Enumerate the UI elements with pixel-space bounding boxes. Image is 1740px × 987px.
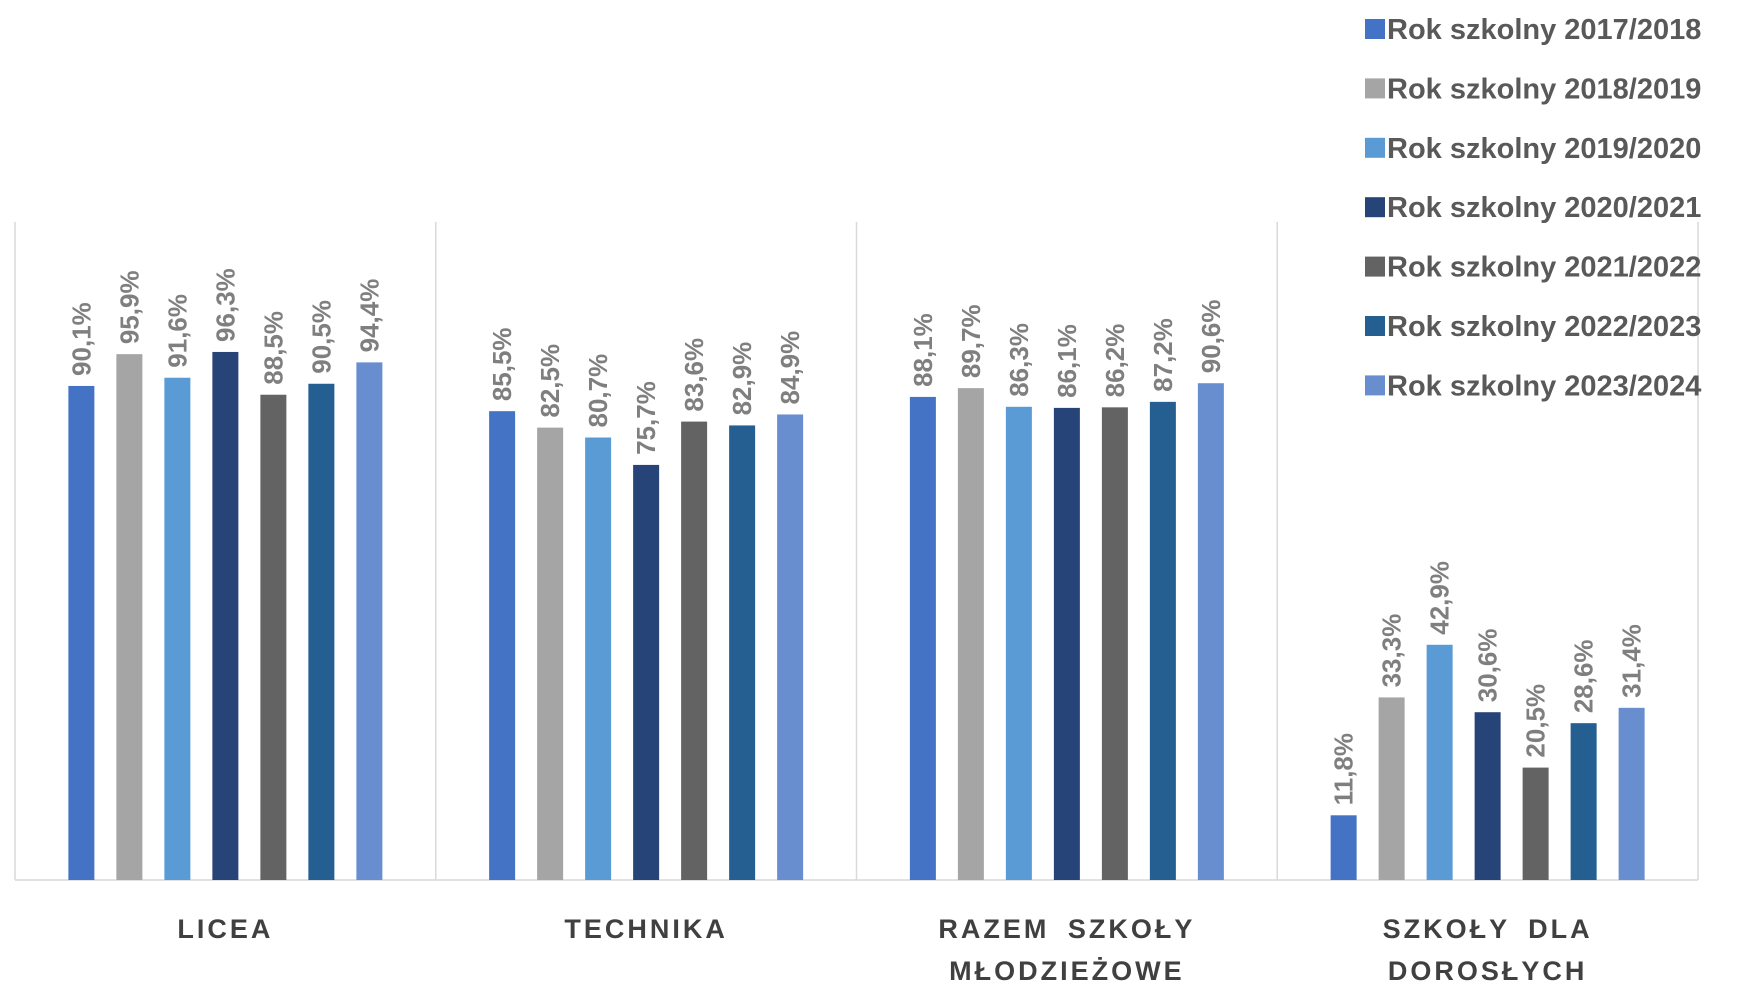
legend-label: Rok szkolny 2022/2023 xyxy=(1387,311,1701,343)
value-label: 82,9% xyxy=(727,342,757,416)
bar xyxy=(1618,707,1645,880)
legend-swatch xyxy=(1365,197,1385,218)
bar xyxy=(909,396,936,880)
value-label: 11,8% xyxy=(1329,733,1359,805)
value-label: 20,5% xyxy=(1521,684,1551,758)
legend-label: Rok szkolny 2017/2018 xyxy=(1387,14,1701,46)
bar xyxy=(585,437,612,880)
value-label: 87,2% xyxy=(1148,318,1178,392)
value-label: 90,5% xyxy=(306,300,336,374)
bar xyxy=(1053,407,1080,880)
value-label: 83,6% xyxy=(679,338,709,412)
value-label: 96,3% xyxy=(210,268,240,342)
bar xyxy=(116,354,143,881)
value-label: 94,4% xyxy=(354,279,384,353)
bar xyxy=(1197,383,1224,880)
bar xyxy=(356,362,383,881)
bar xyxy=(1378,697,1405,880)
bar xyxy=(537,427,564,880)
value-label: 88,1% xyxy=(908,313,938,387)
bar xyxy=(212,351,239,881)
legend-label: Rok szkolny 2018/2019 xyxy=(1387,73,1701,105)
legend-label: Rok szkolny 2023/2024 xyxy=(1387,370,1701,402)
legend-swatch xyxy=(1365,316,1385,336)
x-tick-label: RAZEM SZKOŁY MŁODZIEŻOWE xyxy=(938,914,1196,986)
bar xyxy=(957,388,984,880)
legend-label: Rok szkolny 2019/2020 xyxy=(1387,133,1701,165)
bar xyxy=(1101,407,1128,880)
value-label: 95,9% xyxy=(114,270,144,344)
value-label: 82,5% xyxy=(535,344,565,418)
bar xyxy=(729,425,756,880)
x-tick-label: TECHNIKA xyxy=(564,914,728,944)
value-label: 90,6% xyxy=(1196,299,1226,373)
bar xyxy=(1149,401,1176,880)
value-label: 42,9% xyxy=(1425,561,1455,635)
legend-swatch xyxy=(1365,19,1385,39)
value-label: 90,1% xyxy=(66,302,96,376)
bar xyxy=(777,414,804,880)
value-label: 85,5% xyxy=(487,327,517,401)
x-tick-label: LICEA xyxy=(177,914,274,944)
value-label: 31,4% xyxy=(1617,624,1647,698)
bar xyxy=(1330,815,1357,880)
bar xyxy=(633,464,660,880)
bar xyxy=(164,377,191,880)
value-label: 86,3% xyxy=(1004,323,1034,397)
bar xyxy=(1426,644,1453,880)
value-label: 86,2% xyxy=(1100,324,1130,398)
value-label: 89,7% xyxy=(956,304,986,378)
bar xyxy=(260,394,287,880)
legend-label: Rok szkolny 2021/2022 xyxy=(1387,252,1701,284)
bar xyxy=(68,385,95,880)
value-label: 88,5% xyxy=(258,311,288,385)
value-label: 84,9% xyxy=(775,331,805,405)
value-label: 80,7% xyxy=(583,354,613,428)
bar xyxy=(1474,712,1501,880)
bar xyxy=(1005,406,1032,880)
x-tick-label: SZKOŁY DLA DOROSŁYCH xyxy=(1382,914,1593,986)
legend-swatch xyxy=(1365,256,1385,277)
legend-label: Rok szkolny 2020/2021 xyxy=(1387,192,1701,224)
bar xyxy=(1522,767,1549,880)
bar xyxy=(681,421,708,880)
value-label: 86,1% xyxy=(1052,324,1082,398)
bar xyxy=(308,383,335,880)
value-label: 91,6% xyxy=(162,294,192,368)
bar xyxy=(489,411,516,880)
legend-swatch xyxy=(1365,375,1385,396)
legend-swatch xyxy=(1365,78,1385,99)
value-label: 33,3% xyxy=(1377,614,1407,688)
value-label: 28,6% xyxy=(1569,639,1599,713)
value-label: 75,7% xyxy=(631,381,661,455)
bar xyxy=(1570,723,1597,880)
legend-swatch xyxy=(1365,137,1385,158)
value-label: 30,6% xyxy=(1473,628,1503,702)
